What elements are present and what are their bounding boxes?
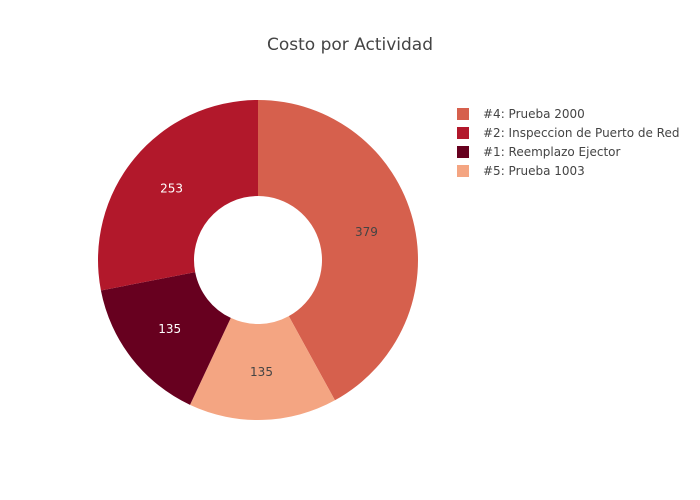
- legend: #4: Prueba 2000 #2: Inspeccion de Puerto …: [457, 107, 679, 178]
- pie-slice-1[interactable]: [258, 100, 418, 401]
- pie-slices: [97, 99, 418, 420]
- legend-item-1[interactable]: #4: Prueba 2000: [457, 107, 585, 121]
- chart-title: Costo por Actividad: [267, 35, 433, 55]
- legend-item-4[interactable]: #5: Prueba 1003: [457, 164, 585, 178]
- pie-slice-3[interactable]: [100, 272, 231, 405]
- legend-label: #4: Prueba 2000: [483, 107, 585, 121]
- legend-swatch: [457, 165, 469, 177]
- legend-item-3[interactable]: #1: Reemplazo Ejector: [457, 145, 621, 159]
- pie-slice-4[interactable]: [97, 99, 258, 291]
- legend-swatch: [457, 108, 469, 120]
- legend-swatch: [457, 127, 469, 139]
- legend-item-2[interactable]: #2: Inspeccion de Puerto de Red: [457, 126, 679, 140]
- legend-label: #5: Prueba 1003: [483, 164, 585, 178]
- slice-value-label-1: 379: [355, 225, 378, 239]
- legend-label: #2: Inspeccion de Puerto de Red: [483, 126, 679, 140]
- pie-slice-2[interactable]: [190, 316, 335, 420]
- slice-value-label-4: 253: [160, 182, 183, 196]
- legend-swatch: [457, 146, 469, 158]
- slice-labels: 379 135 135 253: [158, 182, 378, 379]
- legend-label: #1: Reemplazo Ejector: [483, 145, 621, 159]
- slice-value-label-2: 135: [250, 365, 273, 379]
- slice-value-label-3: 135: [158, 322, 181, 336]
